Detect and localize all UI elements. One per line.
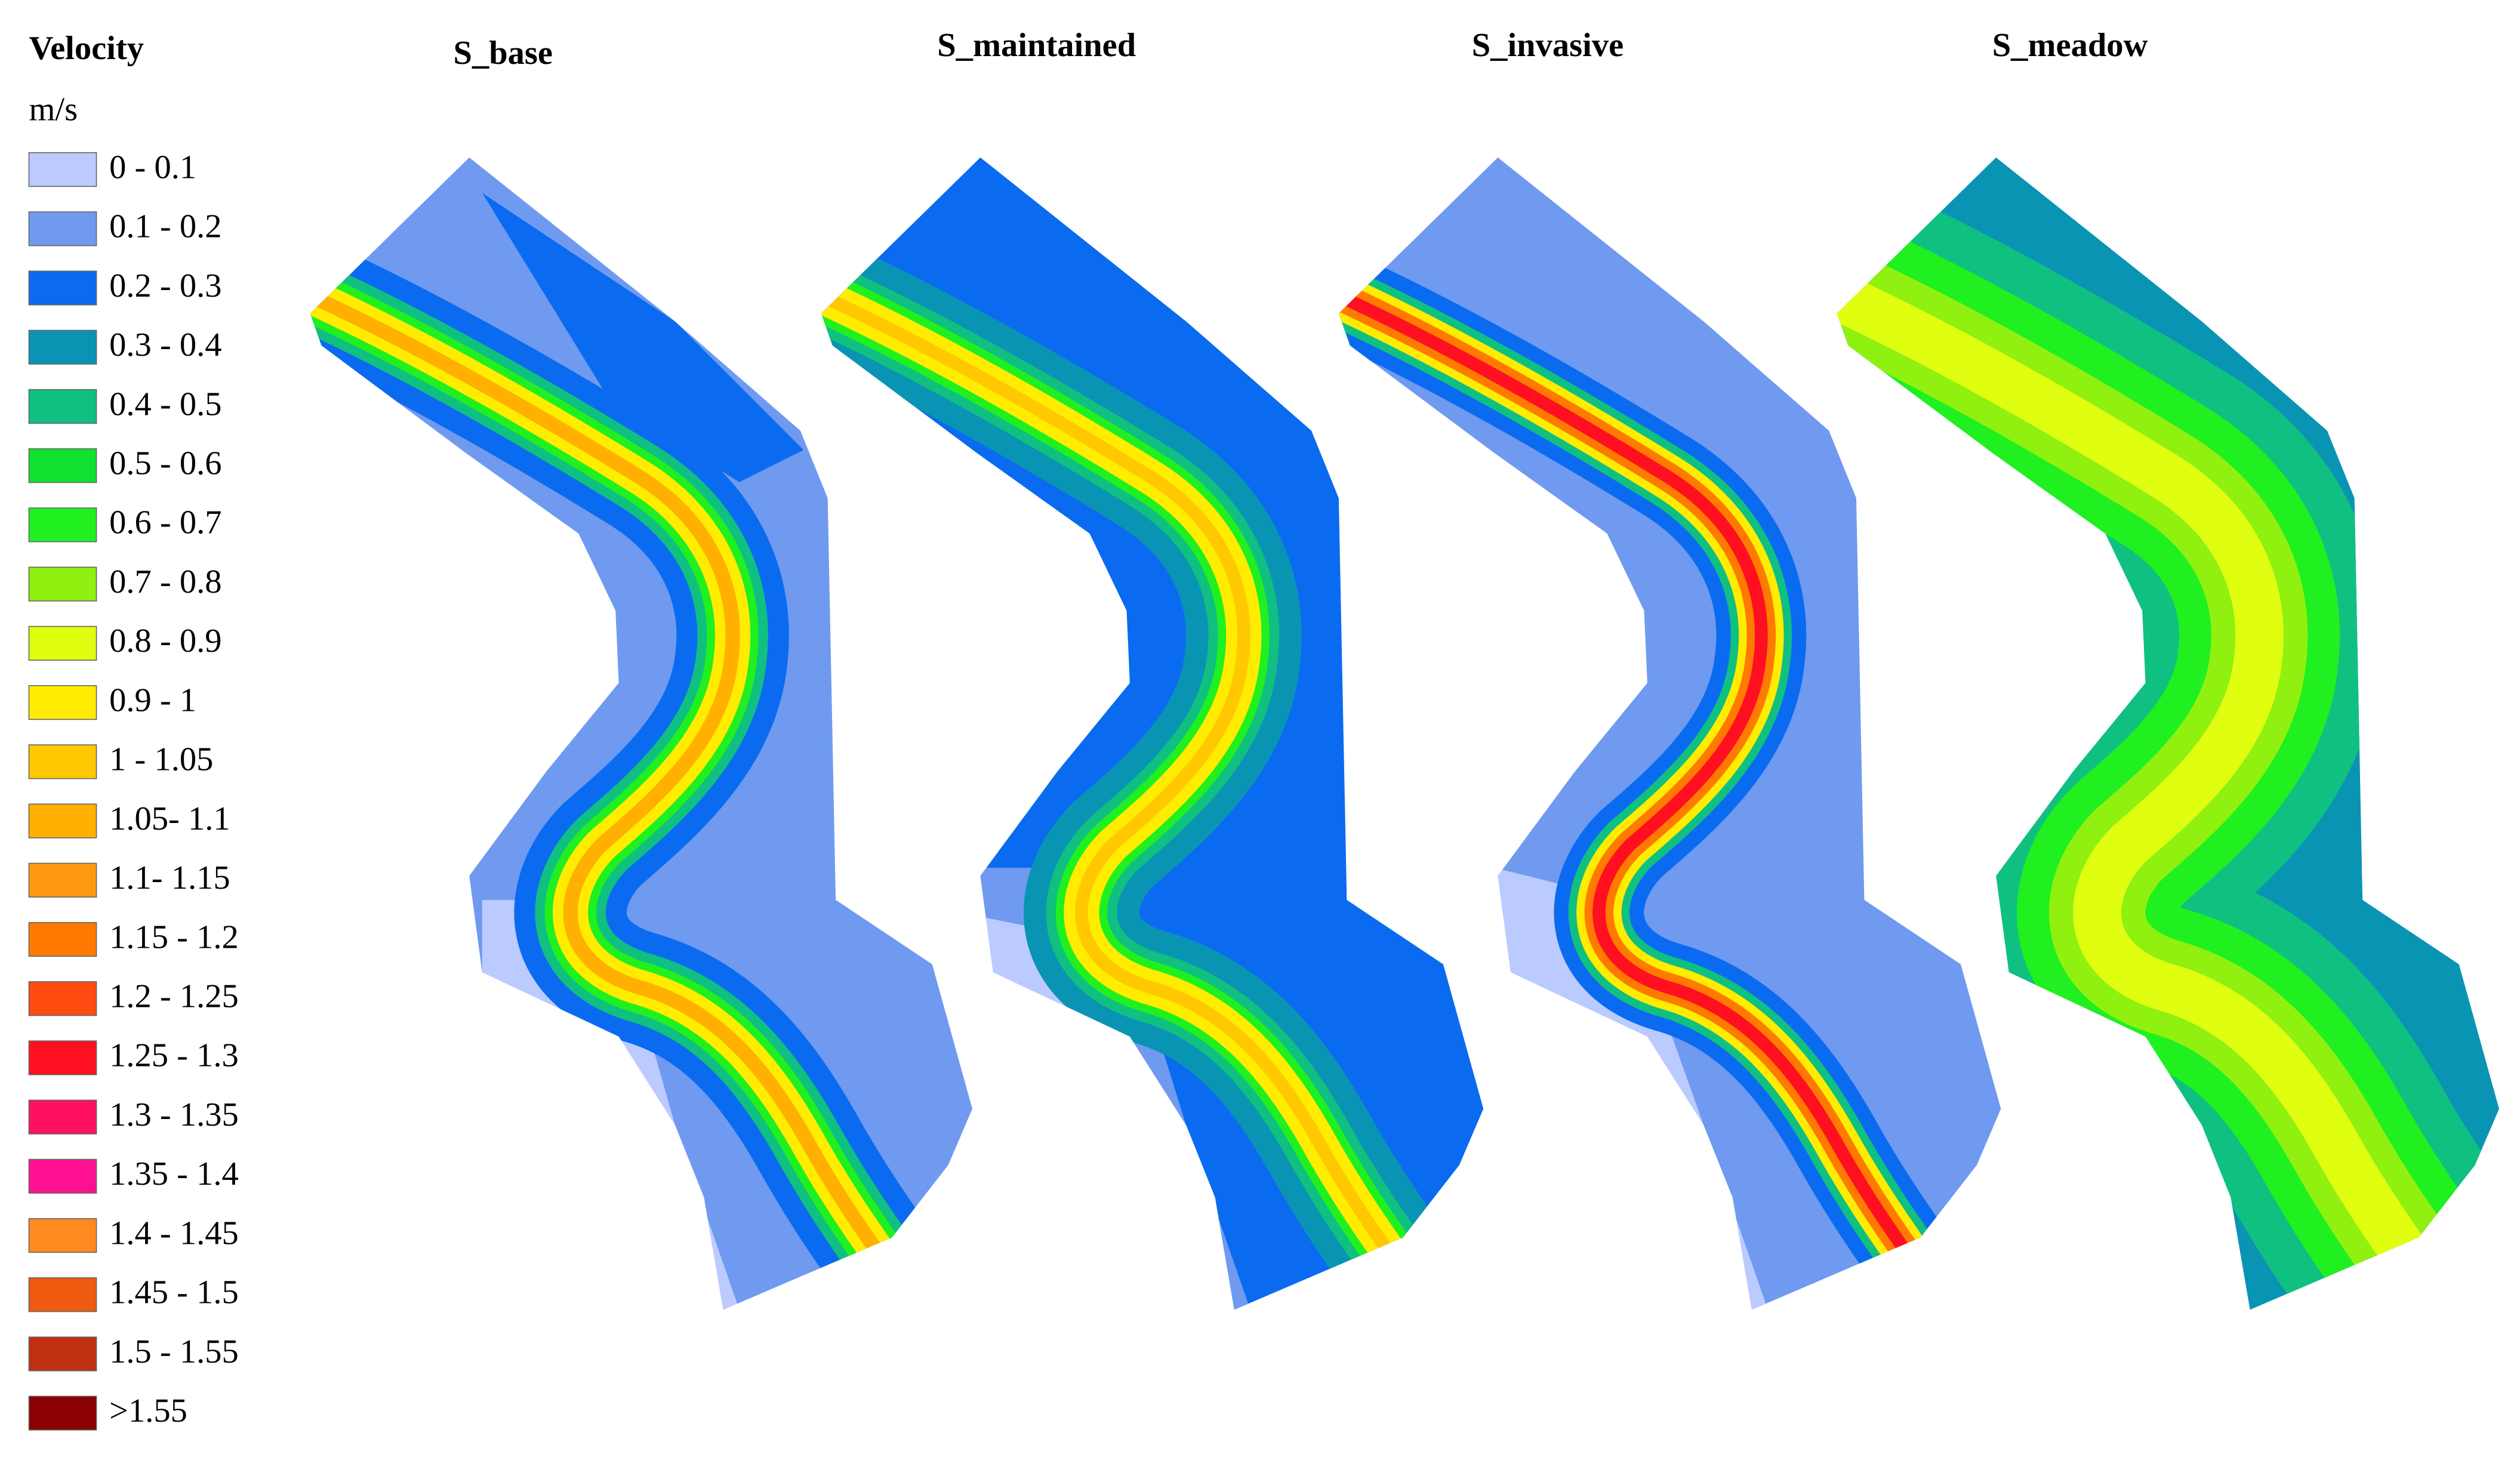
legend-label: 1.15 - 1.2 — [109, 919, 239, 956]
legend-swatch — [28, 803, 97, 839]
legend-label: 1.25 - 1.3 — [109, 1037, 239, 1074]
legend-label: 0.5 - 0.6 — [109, 445, 221, 482]
legend-swatch — [28, 1099, 97, 1135]
legend-label: 1.2 - 1.25 — [109, 978, 239, 1015]
legend-swatch — [28, 448, 97, 483]
legend-label: 1.4 - 1.45 — [109, 1215, 239, 1252]
legend-swatch — [28, 862, 97, 898]
legend-swatch — [28, 625, 97, 661]
legend-swatch — [28, 921, 97, 957]
legend-label: 0.2 - 0.3 — [109, 267, 221, 304]
legend-swatch — [28, 685, 97, 720]
legend-swatch — [28, 152, 97, 187]
panel-title: S_meadow — [1992, 27, 2148, 64]
legend-label: 1.05- 1.1 — [109, 800, 230, 837]
panel-title: S_maintained — [937, 27, 1136, 64]
legend-label: 0 - 0.1 — [109, 149, 196, 186]
legend-label: 0.6 - 0.7 — [109, 504, 221, 541]
legend-label: 0.4 - 0.5 — [109, 386, 221, 423]
legend-swatch — [28, 981, 97, 1016]
legend-title: Velocity — [29, 30, 144, 67]
map-patch — [482, 193, 804, 482]
legend-label: 1.45 - 1.5 — [109, 1274, 239, 1311]
legend-swatch — [28, 389, 97, 424]
legend-label: 1.3 - 1.35 — [109, 1096, 239, 1133]
legend-label: 0.9 - 1 — [109, 682, 196, 719]
legend-swatch — [28, 1277, 97, 1312]
legend-swatch — [28, 1158, 97, 1194]
legend-label: 0.1 - 0.2 — [109, 208, 221, 245]
legend-label: 0.8 - 0.9 — [109, 622, 221, 659]
legend-label: 0.7 - 0.8 — [109, 563, 221, 600]
legend-label: 1.35 - 1.4 — [109, 1155, 239, 1192]
legend-swatch — [28, 1336, 97, 1371]
legend-swatch — [28, 329, 97, 365]
legend-swatch — [28, 507, 97, 543]
legend-swatch — [28, 1218, 97, 1253]
legend-swatch — [28, 744, 97, 779]
panel-title: S_invasive — [1472, 27, 1623, 64]
legend-label: 0.3 - 0.4 — [109, 326, 221, 363]
legend-unit: m/s — [29, 91, 78, 128]
legend-label: 1.1- 1.15 — [109, 859, 230, 896]
legend-swatch — [28, 270, 97, 306]
legend-label: 1.5 - 1.55 — [109, 1333, 239, 1370]
legend-swatch — [28, 1395, 97, 1431]
legend-swatch — [28, 566, 97, 602]
legend-swatch — [28, 1040, 97, 1075]
legend-label: 1 - 1.05 — [109, 741, 213, 778]
legend-label: >1.55 — [109, 1392, 187, 1429]
legend-swatch — [28, 211, 97, 246]
legend: 0 - 0.1 0.1 - 0.2 0.2 - 0.3 0.3 - 0.4 0.4 - … — [28, 149, 239, 1431]
panel-title: S_base — [454, 35, 553, 72]
